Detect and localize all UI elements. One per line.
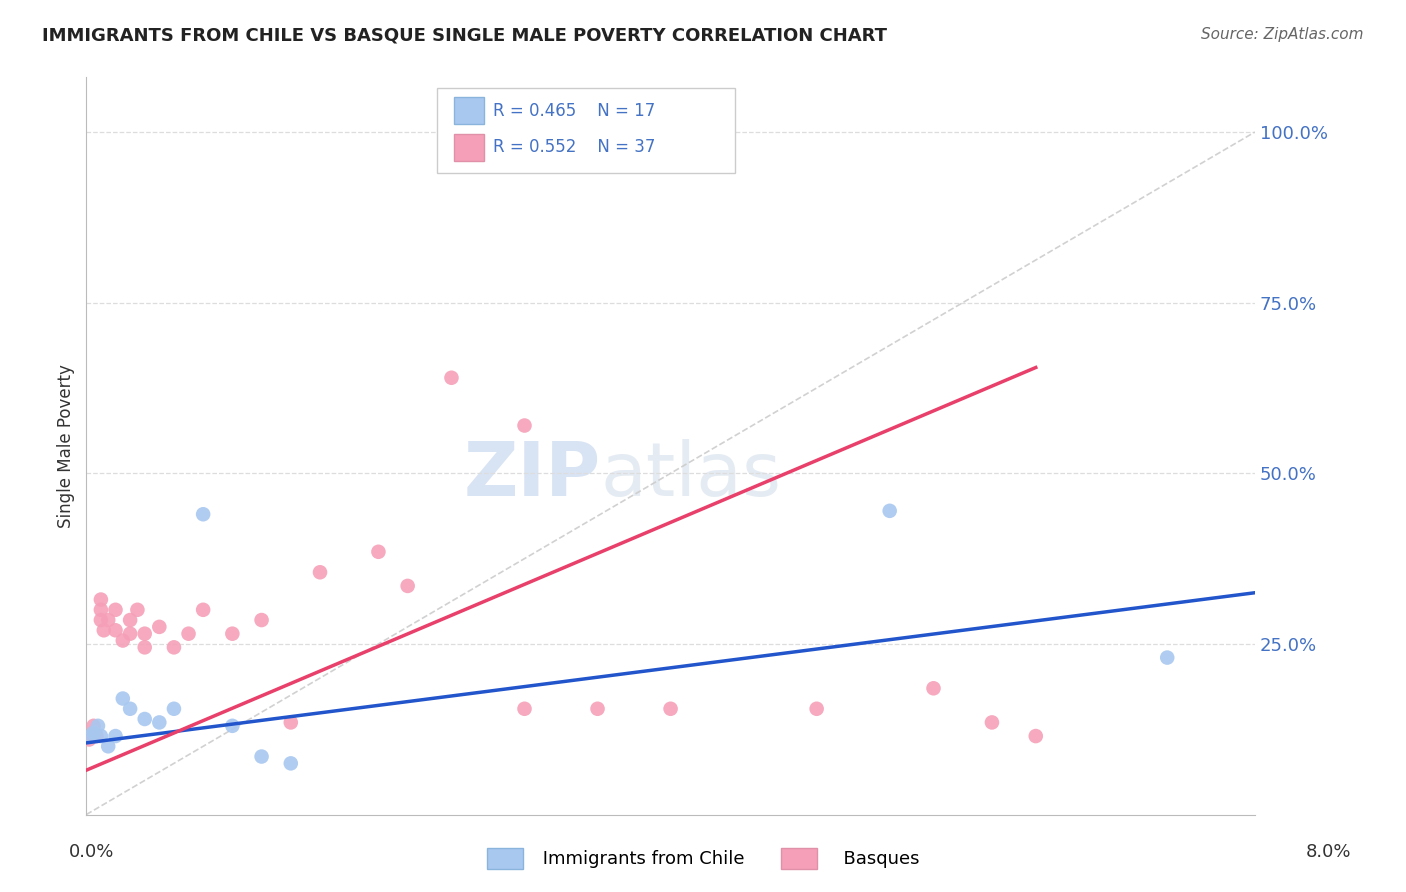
- Point: [83, 725, 105, 739]
- Point: [87, 719, 110, 733]
- Point: [513, 702, 536, 716]
- Point: [396, 579, 419, 593]
- Point: [659, 702, 682, 716]
- Point: [86, 729, 108, 743]
- FancyBboxPatch shape: [454, 134, 484, 161]
- Point: [90, 613, 112, 627]
- Point: [280, 756, 302, 771]
- Point: [120, 613, 142, 627]
- Point: [127, 603, 149, 617]
- Point: [981, 715, 1004, 730]
- Point: [1156, 650, 1178, 665]
- Point: [163, 640, 186, 655]
- Point: [134, 626, 156, 640]
- Point: [90, 603, 112, 617]
- Point: [221, 626, 243, 640]
- Text: R = 0.465    N = 17: R = 0.465 N = 17: [494, 102, 655, 120]
- Text: R = 0.552    N = 37: R = 0.552 N = 37: [494, 138, 655, 156]
- Point: [1025, 729, 1047, 743]
- Point: [97, 739, 120, 754]
- Text: atlas: atlas: [600, 439, 782, 512]
- FancyBboxPatch shape: [454, 97, 484, 124]
- Point: [922, 681, 945, 696]
- Point: [177, 626, 200, 640]
- Point: [120, 702, 142, 716]
- FancyBboxPatch shape: [437, 88, 735, 173]
- Point: [250, 749, 273, 764]
- Point: [93, 624, 115, 638]
- Point: [79, 729, 101, 743]
- Point: [689, 142, 711, 156]
- Text: Source: ZipAtlas.com: Source: ZipAtlas.com: [1201, 27, 1364, 42]
- Point: [90, 592, 112, 607]
- Point: [191, 508, 214, 522]
- Point: [104, 729, 127, 743]
- Point: [111, 633, 134, 648]
- Point: [90, 729, 112, 743]
- Point: [367, 545, 389, 559]
- Point: [104, 603, 127, 617]
- Point: [806, 702, 828, 716]
- Text: 8.0%: 8.0%: [1306, 843, 1351, 861]
- Point: [97, 613, 120, 627]
- Point: [77, 732, 100, 747]
- Point: [79, 729, 101, 743]
- Point: [191, 603, 214, 617]
- Point: [134, 640, 156, 655]
- Point: [440, 370, 463, 384]
- Point: [221, 719, 243, 733]
- Point: [586, 702, 609, 716]
- Point: [513, 418, 536, 433]
- Point: [879, 504, 901, 518]
- Point: [83, 719, 105, 733]
- Text: 0.0%: 0.0%: [69, 843, 114, 861]
- Point: [148, 715, 170, 730]
- Point: [163, 702, 186, 716]
- Legend:  Immigrants from Chile,   Basques: Immigrants from Chile, Basques: [479, 840, 927, 876]
- Point: [280, 715, 302, 730]
- Point: [250, 613, 273, 627]
- Point: [309, 566, 332, 580]
- Text: ZIP: ZIP: [463, 439, 600, 512]
- Point: [120, 626, 142, 640]
- Y-axis label: Single Male Poverty: Single Male Poverty: [58, 364, 75, 528]
- Point: [111, 691, 134, 706]
- Point: [104, 624, 127, 638]
- Point: [148, 620, 170, 634]
- Text: IMMIGRANTS FROM CHILE VS BASQUE SINGLE MALE POVERTY CORRELATION CHART: IMMIGRANTS FROM CHILE VS BASQUE SINGLE M…: [42, 27, 887, 45]
- Point: [134, 712, 156, 726]
